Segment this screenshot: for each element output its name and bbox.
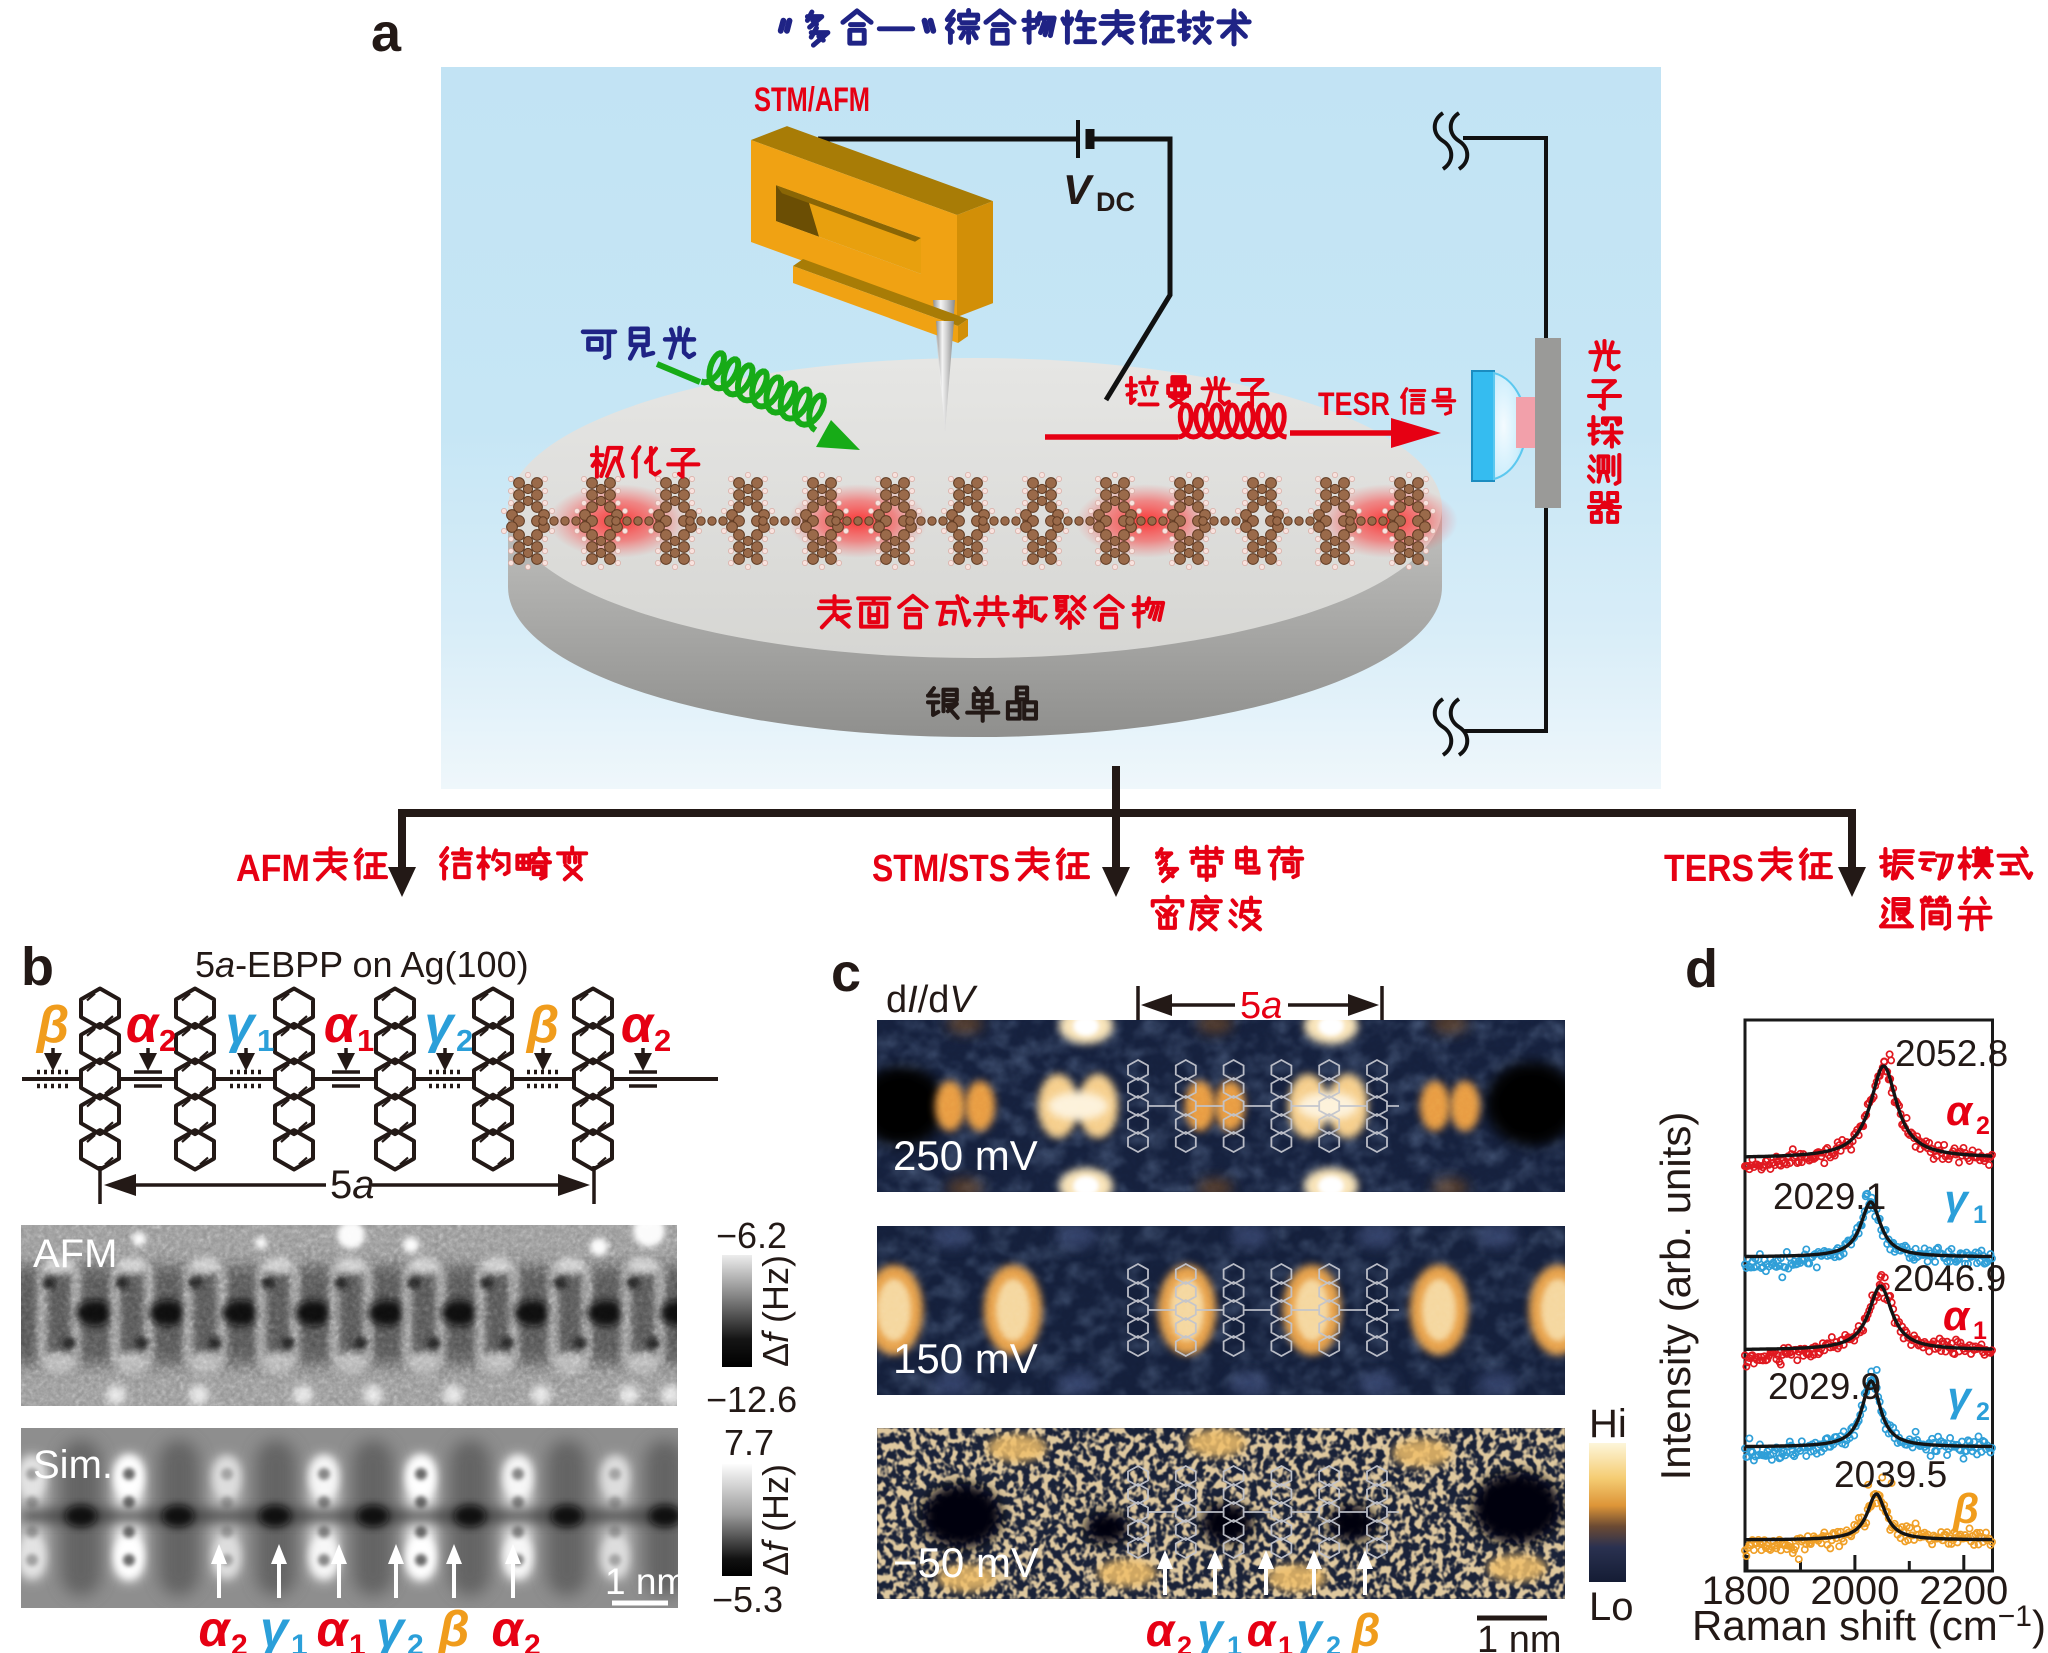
svg-text:β: β xyxy=(525,996,559,1054)
svg-text:150 mV: 150 mV xyxy=(893,1335,1038,1382)
svg-text:Δf (Hz): Δf (Hz) xyxy=(755,1255,796,1367)
svg-text:AFM: AFM xyxy=(33,1232,117,1276)
svg-text:−12.6: −12.6 xyxy=(706,1379,797,1420)
svg-text:γ: γ xyxy=(226,996,258,1054)
svg-text:2: 2 xyxy=(407,1629,424,1653)
svg-text:7.7: 7.7 xyxy=(724,1422,774,1463)
svg-text:5a: 5a xyxy=(330,1163,375,1207)
svg-text:TERS: TERS xyxy=(1664,848,1754,890)
svg-text:α: α xyxy=(1946,1087,1974,1134)
svg-text:2: 2 xyxy=(159,1023,176,1058)
svg-text:−6.2: −6.2 xyxy=(716,1215,787,1256)
svg-text:AFM: AFM xyxy=(236,848,310,890)
svg-text:2052.8: 2052.8 xyxy=(1895,1033,2008,1074)
svg-text:1: 1 xyxy=(349,1629,366,1653)
svg-text:β: β xyxy=(35,996,69,1054)
svg-text:β: β xyxy=(436,1601,469,1653)
svg-text:2200: 2200 xyxy=(1919,1569,2008,1613)
svg-text:Intensity (arb. units): Intensity (arb. units) xyxy=(1652,1112,1699,1481)
svg-text:γ: γ xyxy=(1947,1373,1973,1420)
svg-text:2046.9: 2046.9 xyxy=(1893,1258,2006,1299)
svg-text:1: 1 xyxy=(1227,1631,1242,1653)
svg-text:1: 1 xyxy=(357,1023,374,1058)
svg-text:α: α xyxy=(316,1601,349,1653)
svg-text:α: α xyxy=(198,1601,231,1653)
svg-text:γ: γ xyxy=(1197,1604,1225,1653)
svg-text:γ: γ xyxy=(1944,1176,1970,1223)
svg-text:α: α xyxy=(126,996,161,1054)
svg-text:−50 mV: −50 mV xyxy=(893,1539,1039,1586)
svg-text:β: β xyxy=(1952,1485,1979,1532)
svg-text:2: 2 xyxy=(456,1023,473,1058)
svg-text:5a-EBPP on Ag(100): 5a-EBPP on Ag(100) xyxy=(195,944,529,985)
svg-text:2: 2 xyxy=(1976,1398,1990,1426)
svg-text:γ: γ xyxy=(260,1601,291,1653)
svg-text:Hi: Hi xyxy=(1589,1402,1627,1446)
svg-text:1: 1 xyxy=(1973,1317,1987,1345)
svg-text:1: 1 xyxy=(1973,1201,1987,1229)
svg-text:α: α xyxy=(1146,1604,1177,1653)
svg-text:250 mV: 250 mV xyxy=(893,1132,1038,1179)
svg-text:V: V xyxy=(1063,166,1094,213)
svg-text:2029.1: 2029.1 xyxy=(1773,1176,1886,1217)
svg-text:Lo: Lo xyxy=(1589,1585,1634,1629)
svg-text:α: α xyxy=(1943,1292,1971,1339)
svg-text:α: α xyxy=(621,996,656,1054)
svg-text:α: α xyxy=(324,996,359,1054)
svg-text:2: 2 xyxy=(1177,1631,1192,1653)
svg-text:Raman shift (cm−1): Raman shift (cm−1) xyxy=(1692,1600,2046,1649)
svg-text:dI/dV: dI/dV xyxy=(886,979,978,1021)
svg-text:DC: DC xyxy=(1096,187,1135,217)
svg-text:γ: γ xyxy=(425,996,457,1054)
svg-text:1: 1 xyxy=(257,1023,274,1058)
svg-text:α: α xyxy=(1247,1604,1278,1653)
svg-text:STM/AFM: STM/AFM xyxy=(754,81,870,119)
svg-text:Δf (Hz): Δf (Hz) xyxy=(755,1464,796,1576)
svg-text:Sim.: Sim. xyxy=(33,1443,113,1487)
svg-text:1: 1 xyxy=(1278,1631,1293,1653)
svg-text:α: α xyxy=(491,1601,524,1653)
svg-text:2: 2 xyxy=(654,1023,671,1058)
svg-text:1 nm: 1 nm xyxy=(605,1561,678,1602)
svg-text:γ: γ xyxy=(376,1601,407,1653)
svg-text:1 nm: 1 nm xyxy=(1477,1619,1561,1653)
svg-text:2: 2 xyxy=(524,1629,541,1653)
svg-text:1: 1 xyxy=(291,1629,308,1653)
svg-text:2: 2 xyxy=(1326,1631,1341,1653)
svg-text:−5.3: −5.3 xyxy=(712,1579,783,1620)
svg-text:2: 2 xyxy=(231,1629,248,1653)
svg-text:TESR: TESR xyxy=(1318,386,1390,422)
svg-text:γ: γ xyxy=(1296,1604,1324,1653)
svg-text:2029.9: 2029.9 xyxy=(1768,1366,1881,1407)
svg-text:2039.5: 2039.5 xyxy=(1834,1454,1947,1495)
svg-text:1800: 1800 xyxy=(1702,1569,1791,1613)
svg-text:2: 2 xyxy=(1976,1112,1990,1140)
svg-text:2000: 2000 xyxy=(1810,1569,1899,1613)
svg-text:STM/STS: STM/STS xyxy=(872,848,1010,890)
svg-text:β: β xyxy=(1351,1604,1381,1653)
